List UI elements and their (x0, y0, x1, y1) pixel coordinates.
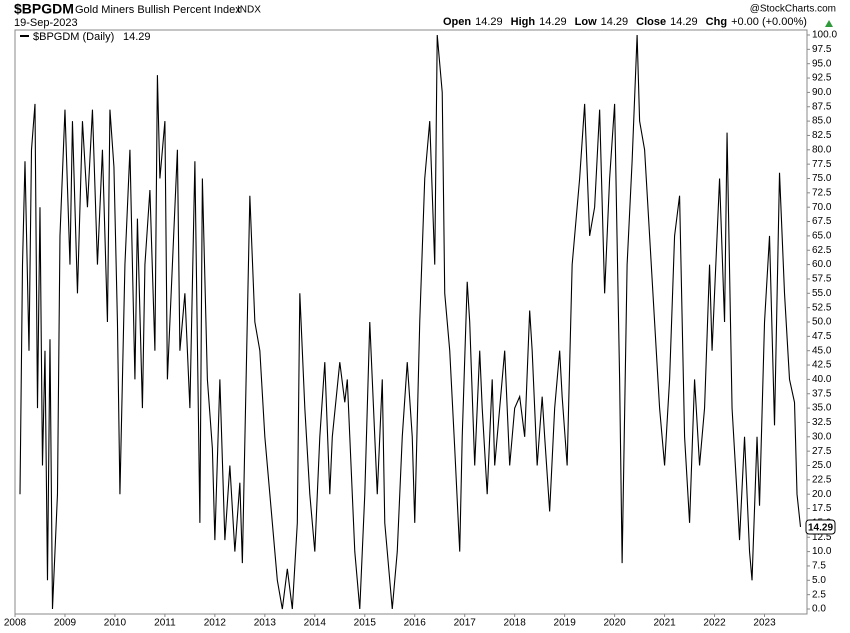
y-tick-label: 87.5 (812, 101, 832, 112)
x-tick-label: 2008 (4, 618, 27, 629)
quote-label: Chg (706, 16, 727, 28)
chart-subtitle: Gold Miners Bullish Percent Index (75, 4, 241, 16)
last-value-box (805, 519, 836, 535)
x-tick-label: 2022 (703, 618, 726, 629)
y-tick-label: 37.5 (812, 388, 832, 399)
y-tick-label: 52.5 (812, 302, 832, 313)
x-tick-label: 2016 (404, 618, 427, 629)
y-tick-label: 50.0 (812, 317, 832, 328)
y-tick-label: 27.5 (812, 446, 832, 457)
y-tick-label: 100.0 (812, 30, 837, 41)
up-arrow (825, 20, 833, 27)
y-tick-label: 7.5 (812, 561, 826, 572)
x-tick-label: 2023 (753, 618, 776, 629)
y-tick-label: 70.0 (812, 202, 832, 213)
quote-value: 14.29 (475, 16, 503, 28)
date: 19-Sep-2023 (14, 17, 78, 29)
quote-value: 14.29 (670, 16, 698, 28)
y-tick-label: 57.5 (812, 274, 832, 285)
y-tick-label: 0.0 (812, 604, 826, 615)
x-tick-label: 2013 (254, 618, 277, 629)
quote-value: +0.00 (+0.00%) (731, 16, 807, 28)
exchange: INDX (237, 5, 261, 16)
last-value-label: 14.29 (808, 523, 833, 534)
x-tick-label: 2015 (354, 618, 377, 629)
quote-value: 14.29 (601, 16, 629, 28)
y-tick-label: 40.0 (812, 374, 832, 385)
quote-label: Close (636, 16, 666, 28)
y-tick-label: 82.5 (812, 130, 832, 141)
y-tick-label: 85.0 (812, 116, 832, 127)
y-tick-label: 35.0 (812, 403, 832, 414)
x-tick-label: 2014 (304, 618, 327, 629)
x-tick-label: 2010 (104, 618, 127, 629)
quote-label: Open (443, 16, 471, 28)
y-tick-label: 67.5 (812, 216, 832, 227)
y-tick-label: 25.0 (812, 460, 832, 471)
y-tick-label: 77.5 (812, 159, 832, 170)
quote-label: High (511, 16, 536, 28)
y-tick-label: 62.5 (812, 245, 832, 256)
legend-value: 14.29 (123, 31, 151, 43)
y-tick-label: 42.5 (812, 360, 832, 371)
y-tick-label: 10.0 (812, 546, 832, 557)
x-tick-label: 2019 (554, 618, 577, 629)
x-tick-label: 2018 (504, 618, 527, 629)
quote-bar: Open 14.29 High 14.29 Low 14.29 Close 14.29 Chg +… (443, 16, 807, 28)
quote-label: Low (575, 16, 597, 28)
chart-title: $BPGDM (14, 1, 74, 17)
y-tick-label: 47.5 (812, 331, 832, 342)
x-tick-label: 2012 (204, 618, 227, 629)
x-tick-label: 2017 (454, 618, 477, 629)
y-tick-label: 97.5 (812, 44, 832, 55)
y-tick-label: 80.0 (812, 144, 832, 155)
y-tick-label: 32.5 (812, 417, 832, 428)
y-tick-label: 20.0 (812, 489, 832, 500)
y-tick-label: 2.5 (812, 589, 826, 600)
quote-value: 14.29 (539, 16, 567, 28)
y-tick-label: 60.0 (812, 259, 832, 270)
y-tick-label: 5.0 (812, 575, 826, 586)
x-tick-label: 2009 (54, 618, 77, 629)
y-tick-label: 12.5 (812, 532, 832, 543)
legend-label: $BPGDM (Daily) (33, 31, 114, 43)
y-tick-label: 90.0 (812, 87, 832, 98)
x-tick-label: 2011 (154, 618, 176, 629)
y-tick-label: 45.0 (812, 345, 832, 356)
y-tick-label: 17.5 (812, 503, 832, 514)
y-tick-label: 55.0 (812, 288, 832, 299)
x-tick-label: 2021 (653, 618, 676, 629)
y-tick-label: 72.5 (812, 187, 832, 198)
y-tick-label: 30.0 (812, 431, 832, 442)
y-tick-label: 92.5 (812, 73, 832, 84)
y-tick-label: 95.0 (812, 58, 832, 69)
watermark: @StockCharts.com (750, 4, 836, 15)
y-tick-label: 65.0 (812, 231, 832, 242)
y-tick-label: 22.5 (812, 474, 832, 485)
x-tick-label: 2020 (603, 618, 626, 629)
series-line (19, 34, 802, 610)
y-tick-label: 75.0 (812, 173, 832, 184)
